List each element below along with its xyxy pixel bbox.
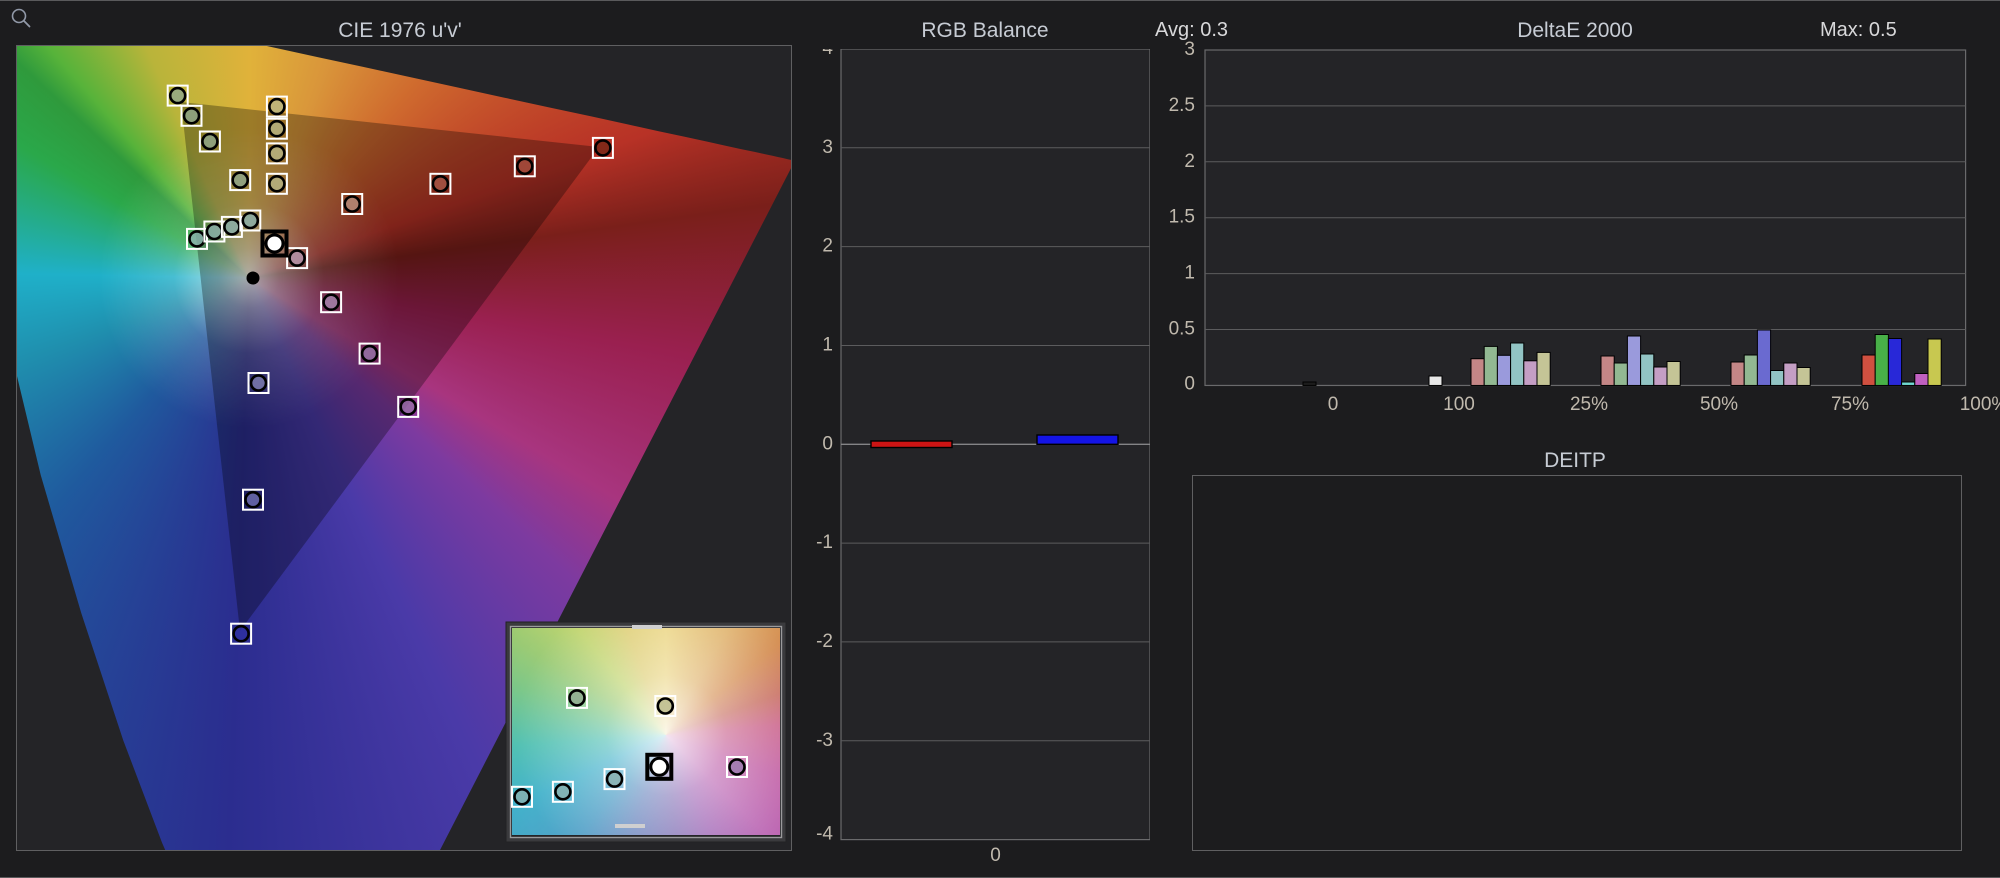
svg-text:3: 3 [822,136,833,157]
svg-text:-2: -2 [816,630,833,651]
svg-text:75%: 75% [1831,394,1869,415]
svg-text:-1: -1 [816,532,833,553]
svg-text:0: 0 [1184,373,1195,394]
svg-text:100%: 100% [1960,394,2000,415]
svg-text:1.5: 1.5 [1169,206,1195,227]
svg-text:4: 4 [822,49,833,59]
svg-text:2.5: 2.5 [1169,95,1195,116]
svg-text:2: 2 [822,235,833,256]
svg-text:1: 1 [1184,262,1195,283]
svg-text:-3: -3 [816,729,833,750]
svg-text:100: 100 [1443,394,1475,415]
svg-text:1: 1 [822,334,833,355]
svg-text:25%: 25% [1570,394,1608,415]
svg-text:50%: 50% [1700,394,1738,415]
svg-text:3: 3 [1184,39,1195,60]
svg-text:0: 0 [990,845,1001,866]
svg-text:2: 2 [1184,150,1195,171]
svg-text:0.5: 0.5 [1169,318,1195,339]
svg-text:0: 0 [822,433,833,454]
svg-text:0: 0 [1328,394,1339,415]
svg-text:-4: -4 [816,823,833,844]
